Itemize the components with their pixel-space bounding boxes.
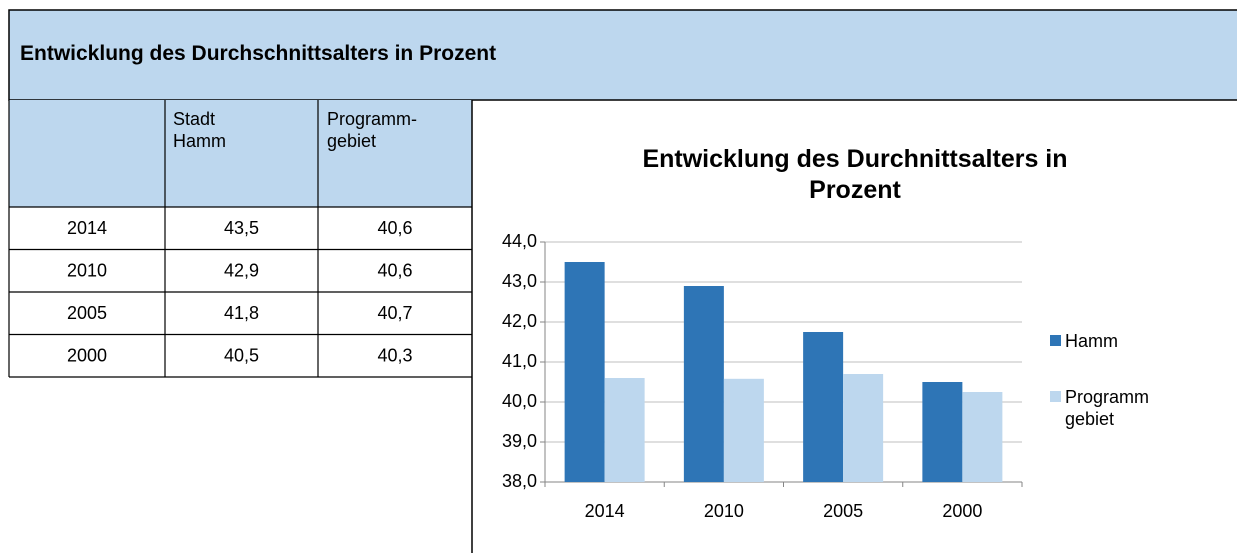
table-cell: 40,3: [377, 346, 412, 366]
bar: [962, 392, 1003, 482]
y-tick-label: 43,0: [502, 271, 537, 291]
table-cell: 2014: [67, 218, 107, 238]
table-cell: 42,9: [224, 261, 259, 281]
y-tick-label: 39,0: [502, 431, 537, 451]
table-cell: 40,5: [224, 346, 259, 366]
x-tick-label: 2010: [704, 501, 744, 521]
x-tick-label: 2005: [823, 501, 863, 521]
y-tick-label: 41,0: [502, 351, 537, 371]
legend-swatch: [1050, 391, 1061, 402]
x-tick-label: 2000: [942, 501, 982, 521]
table-cell: 2000: [67, 346, 107, 366]
y-tick-label: 38,0: [502, 471, 537, 491]
legend-label: Hamm: [1065, 331, 1118, 351]
bar: [803, 332, 844, 482]
y-tick-label: 44,0: [502, 231, 537, 251]
bar: [564, 262, 605, 482]
bar: [922, 382, 963, 482]
bar: [843, 374, 884, 482]
table-header: Programm-gebiet: [327, 109, 418, 151]
bar: [723, 378, 764, 482]
legend-swatch: [1050, 335, 1061, 346]
x-tick-label: 2014: [585, 501, 625, 521]
y-tick-label: 40,0: [502, 391, 537, 411]
table-cell: 2005: [67, 303, 107, 323]
chart-title: Entwicklung des Durchnittsalters in Proz…: [642, 145, 1068, 204]
header-band: [8, 9, 1237, 101]
table-cell: 40,6: [377, 218, 412, 238]
table-header-bg: [9, 100, 472, 207]
legend-label: Programm gebiet: [1065, 387, 1150, 429]
table-cell: 2010: [67, 261, 107, 281]
table-cell: 40,6: [377, 261, 412, 281]
bar: [683, 286, 724, 482]
table-cell: 40,7: [377, 303, 412, 323]
table-header: Stadt Hamm: [173, 109, 226, 151]
table-cell: 43,5: [224, 218, 259, 238]
header-title: Entwicklung des Durchschnittsalters in P…: [20, 42, 497, 65]
table-cell: 41,8: [224, 303, 259, 323]
y-tick-label: 42,0: [502, 311, 537, 331]
bar: [604, 378, 645, 482]
